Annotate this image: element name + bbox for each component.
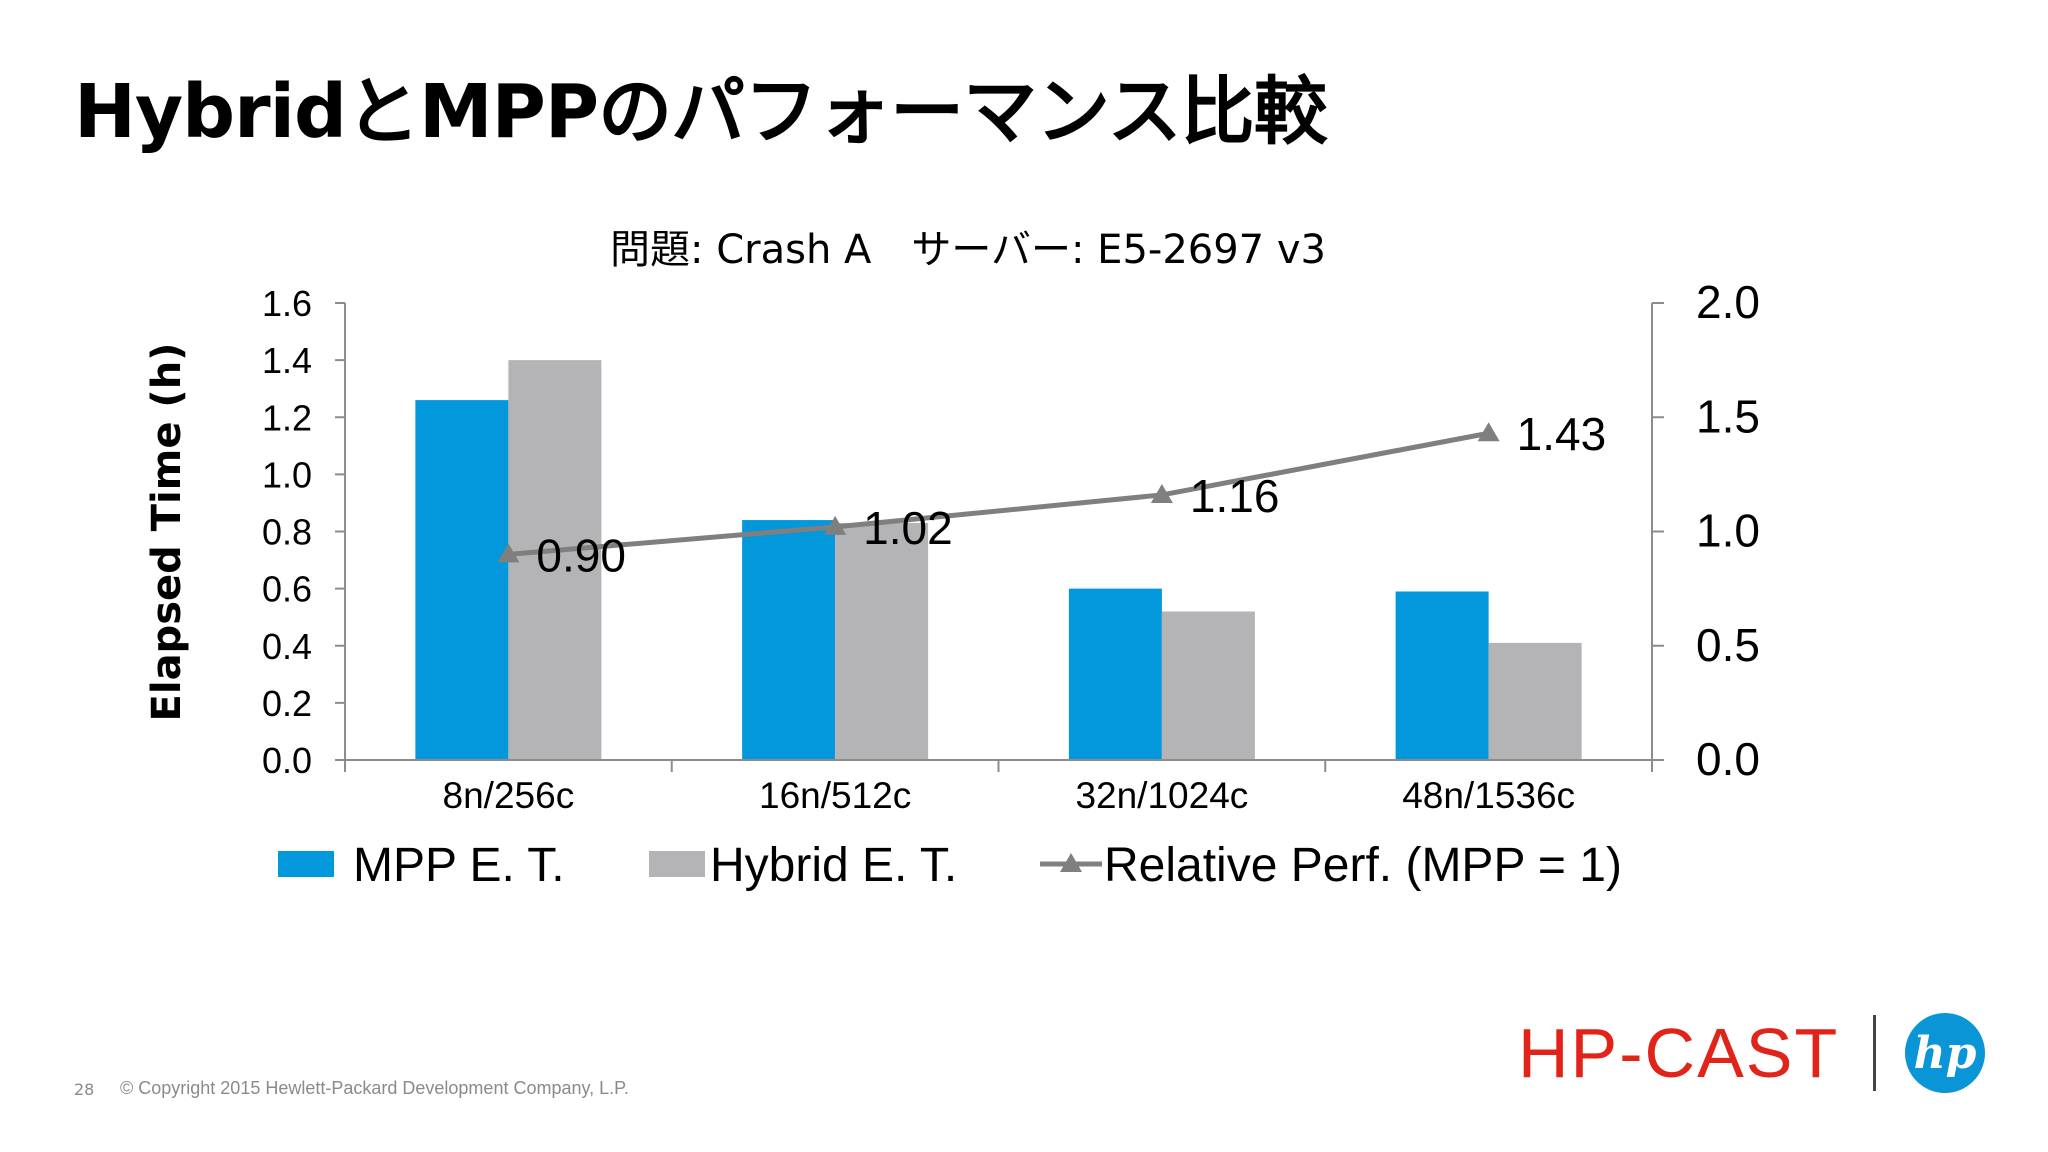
y-tick-label: 1.4: [262, 340, 312, 381]
legend: MPP E. T. Hybrid E. T. Relative Perf. (MPP…: [278, 839, 1622, 892]
x-tick-label: 48n/1536c: [1402, 775, 1575, 816]
legend-label-mpp: MPP E. T.: [353, 839, 565, 892]
y-axis-label: Elapsed Time (h): [144, 343, 190, 722]
copyright-text: © Copyright 2015 Hewlett-Packard Develop…: [120, 1078, 629, 1098]
legend-label-hybrid: Hybrid E. T.: [710, 839, 957, 892]
hybrid-bar: [1488, 642, 1582, 760]
hybrid-bar: [1161, 611, 1255, 760]
y-tick-label: 1.2: [262, 397, 312, 438]
mpp-bar: [1068, 588, 1162, 760]
relative-perf-data-label: 1.16: [1190, 470, 1280, 522]
relative-perf-data-label: 1.02: [863, 502, 953, 554]
bars-layer: [415, 360, 1582, 760]
relative-perf-marker: [1477, 422, 1500, 442]
slide-title: HybridとMPPのパフォーマンス比較: [74, 69, 1328, 155]
svg-text:hp: hp: [1914, 1028, 1977, 1079]
y2-tick-label: 2.0: [1696, 276, 1760, 328]
relative-perf-marker: [824, 515, 847, 535]
x-tick-label: 8n/256c: [443, 775, 575, 816]
y2-tick-label: 0.0: [1696, 733, 1760, 785]
mpp-bar: [742, 520, 836, 760]
y2-tick-label: 0.5: [1696, 619, 1760, 671]
legend-swatch-mpp: [278, 851, 334, 877]
relative-perf-data-label: 0.90: [536, 529, 626, 581]
legend-label-relative-perf: Relative Perf. (MPP = 1): [1104, 839, 1622, 892]
x-tick-label: 16n/512c: [759, 775, 911, 816]
legend-swatch-hybrid: [649, 851, 705, 877]
line-layer: 0.90 1.02 1.16 1.43: [497, 408, 1606, 581]
page-number: 28: [74, 1080, 95, 1099]
y2-tick-label: 1.0: [1696, 505, 1760, 557]
y-tick-label: 1.6: [262, 283, 312, 324]
y2-tick-label: 1.5: [1696, 390, 1760, 442]
y-tick-label: 1.0: [262, 454, 312, 495]
y-tick-label: 0.6: [262, 569, 312, 610]
y-tick-label: 0.4: [262, 626, 312, 667]
brand-logo-text: HP-CAST: [1518, 1014, 1840, 1092]
hybrid-bar: [508, 360, 602, 760]
hp-logo-icon: hp: [1905, 1013, 1985, 1093]
hybrid-bar: [835, 522, 929, 760]
x-tick-label: 32n/1024c: [1075, 775, 1248, 816]
brand-divider: [1873, 1015, 1876, 1091]
y-tick-label: 0.8: [262, 512, 312, 553]
relative-perf-line: [508, 430, 1490, 557]
legend-swatch-marker: [1060, 853, 1082, 872]
mpp-bar: [1395, 591, 1489, 760]
y-tick-label: 0.2: [262, 683, 312, 724]
axes-layer: 0.0 0.2 0.4 0.6 0.8 1.0 1.2 1.4 1.6 0.0 0.5 1.0 1.5 2…: [262, 276, 1760, 816]
relative-perf-marker: [1150, 483, 1173, 503]
relative-perf-data-label: 1.43: [1517, 408, 1607, 460]
mpp-bar: [415, 400, 509, 760]
chart-title: 問題: Crash A サーバー: E5-2697 v3: [610, 227, 1326, 273]
y-tick-label: 0.0: [262, 740, 312, 781]
relative-perf-marker: [497, 543, 520, 563]
